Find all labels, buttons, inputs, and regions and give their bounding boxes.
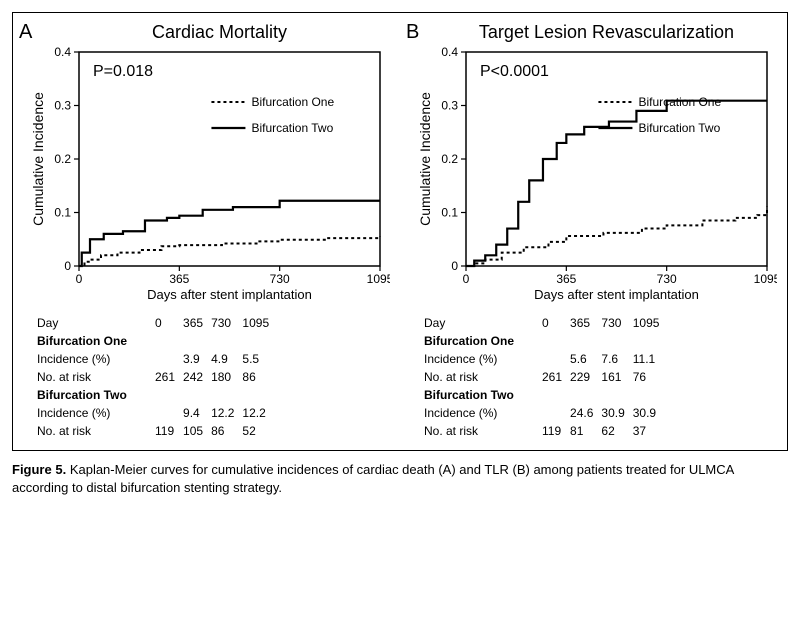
svg-text:0.1: 0.1: [54, 206, 71, 220]
panel-a-chart: 0 0.1 0.2 0.3 0.4 0 365 730 1095 Days after stent…: [27, 46, 390, 306]
panel-b-title-row: B Target Lesion Revascularization: [406, 21, 781, 44]
svg-text:1095: 1095: [754, 272, 777, 286]
panel-a: A Cardiac Mortality 0 0.1 0.2 0.3 0.4 0 365 730…: [19, 21, 394, 440]
svg-text:730: 730: [657, 272, 677, 286]
panel-a-letter: A: [19, 21, 37, 44]
svg-text:P<0.0001: P<0.0001: [480, 63, 549, 80]
panel-b-chart: 0 0.1 0.2 0.3 0.4 0 365 730 1095 Days after stent…: [414, 46, 777, 306]
panel-b-title: Target Lesion Revascularization: [432, 22, 781, 43]
svg-text:0: 0: [64, 259, 71, 273]
svg-text:Cumulative Incidence: Cumulative Incidence: [417, 92, 433, 226]
svg-text:0.3: 0.3: [54, 99, 71, 113]
chart-svg: 0 0.1 0.2 0.3 0.4 0 365 730 1095 Days after stent…: [27, 46, 390, 306]
svg-text:0.4: 0.4: [441, 46, 458, 59]
figure-caption-text: Kaplan-Meier curves for cumulative incid…: [12, 462, 734, 495]
svg-text:Bifurcation One: Bifurcation One: [638, 95, 721, 109]
svg-text:365: 365: [556, 272, 576, 286]
panel-a-title: Cardiac Mortality: [45, 22, 394, 43]
panels-row: A Cardiac Mortality 0 0.1 0.2 0.3 0.4 0 365 730…: [19, 21, 781, 440]
svg-text:0.2: 0.2: [441, 152, 458, 166]
svg-text:Days after stent implantation: Days after stent implantation: [534, 287, 699, 302]
svg-text:0.1: 0.1: [441, 206, 458, 220]
svg-text:Days after stent implantation: Days after stent implantation: [147, 287, 312, 302]
svg-text:Bifurcation Two: Bifurcation Two: [638, 121, 720, 135]
panel-b-table: Day03657301095Bifurcation OneIncidence (…: [424, 314, 781, 440]
figure-label: Figure 5.: [12, 462, 66, 477]
svg-text:365: 365: [169, 272, 189, 286]
svg-text:0.2: 0.2: [54, 152, 71, 166]
figure-caption: Figure 5. Kaplan-Meier curves for cumula…: [12, 461, 788, 496]
svg-text:0.3: 0.3: [441, 99, 458, 113]
svg-text:0: 0: [451, 259, 458, 273]
panel-b: B Target Lesion Revascularization 0 0.1 0.…: [406, 21, 781, 440]
chart-svg: 0 0.1 0.2 0.3 0.4 0 365 730 1095 Days after stent…: [414, 46, 777, 306]
svg-text:730: 730: [270, 272, 290, 286]
figure-container: A Cardiac Mortality 0 0.1 0.2 0.3 0.4 0 365 730…: [12, 12, 788, 451]
svg-text:0.4: 0.4: [54, 46, 71, 59]
svg-text:0: 0: [463, 272, 470, 286]
svg-text:Bifurcation Two: Bifurcation Two: [251, 121, 333, 135]
panel-a-table: Day03657301095Bifurcation OneIncidence (…: [37, 314, 394, 440]
panel-b-letter: B: [406, 21, 424, 44]
svg-text:P=0.018: P=0.018: [93, 63, 153, 80]
svg-text:1095: 1095: [367, 272, 390, 286]
svg-text:Bifurcation One: Bifurcation One: [251, 95, 334, 109]
svg-text:Cumulative Incidence: Cumulative Incidence: [30, 92, 46, 226]
panel-a-title-row: A Cardiac Mortality: [19, 21, 394, 44]
svg-text:0: 0: [76, 272, 83, 286]
